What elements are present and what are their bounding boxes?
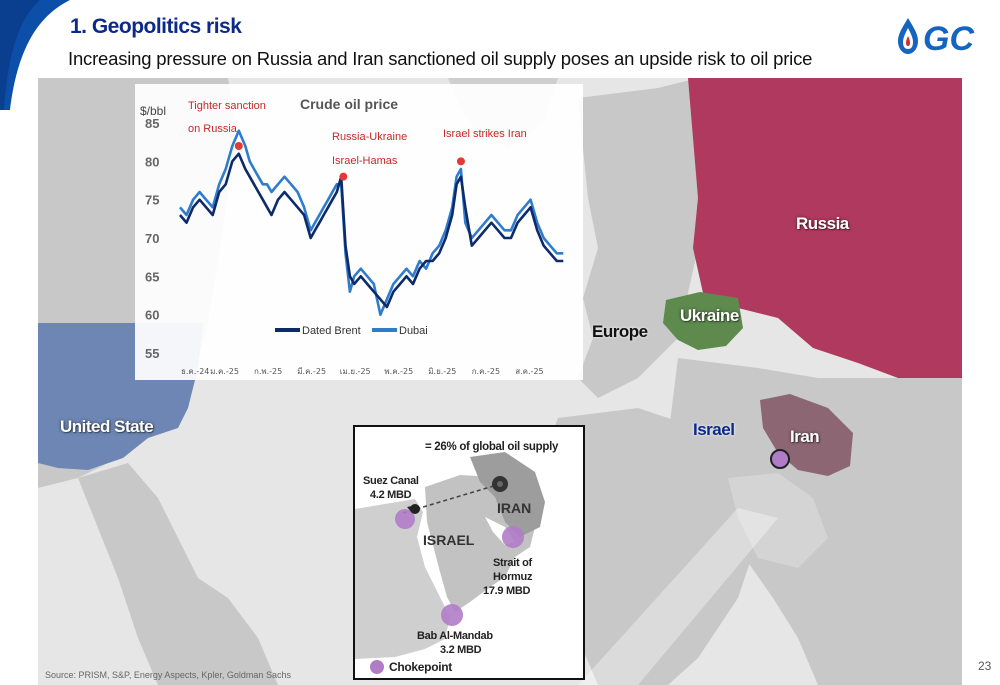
inset-suez-name: Suez Canal [363, 475, 419, 487]
annotation-russia-ukraine: Russia-Ukraine [332, 131, 407, 143]
chart-markers [234, 142, 465, 181]
annotation-israel-hamas: Israel-Hamas [332, 155, 398, 167]
page-number: 23 [978, 659, 992, 673]
y-tick-label: 70 [145, 231, 159, 246]
y-tick-label: 75 [145, 193, 159, 208]
chart-axes: 55 60 65 70 75 80 85 ธ.ค.-24 ม.ค.-25 ก.พ.-25 มี.ค.… [145, 116, 544, 376]
map-arabia [728, 473, 828, 568]
map-africa [538, 408, 758, 685]
event-marker [339, 172, 348, 181]
y-tick-label: 55 [145, 346, 159, 361]
map-ukraine [663, 292, 743, 350]
legend-label-dated-brent: Dated Brent [302, 325, 361, 337]
chart-svg: 55 60 65 70 75 80 85 ธ.ค.-24 ม.ค.-25 ก.พ.-25 มี.ค.… [140, 96, 564, 376]
inset-suez-chokepoint [395, 509, 415, 529]
inset-hormuz-chokepoint [502, 526, 524, 548]
label-europe: Europe [592, 322, 648, 341]
drop-logo-icon [898, 18, 918, 54]
y-tick-label: 60 [145, 308, 159, 323]
inset-suez-volume: 4.2 MBD [370, 489, 412, 501]
inset-hormuz-volume: 17.9 MBD [483, 585, 531, 597]
map-central-america [78, 463, 278, 685]
inset-map [355, 427, 583, 678]
inset-iran-dot-inner [497, 481, 503, 487]
inset-legend-swatch [370, 660, 384, 674]
annotation-tighter-sanction: Tighter sanction [188, 100, 266, 112]
inset-bab-chokepoint [441, 604, 463, 626]
inset-hormuz-name-1: Strait of [493, 557, 532, 569]
logo-text: GC [923, 20, 974, 58]
crude-oil-price-chart: 55 60 65 70 75 80 85 ธ.ค.-24 ม.ค.-25 ก.พ.-25 มี.ค.… [135, 84, 583, 380]
source-note: Source: PRISM, S&P, Energy Aspects, Kple… [45, 670, 291, 680]
label-ukraine: Ukraine [680, 306, 739, 325]
series-line-dated-brent [179, 152, 564, 309]
chart-lines [179, 129, 564, 316]
event-marker [456, 157, 465, 166]
x-tick-label: ส.ค.-25 [515, 367, 543, 376]
x-tick-label: ธ.ค.-24 [181, 367, 209, 376]
annotation-israel-strikes-iran: Israel strikes Iran [443, 128, 527, 140]
chart-ylabel: $/bbl [140, 104, 166, 118]
event-marker [234, 142, 243, 150]
inset-land-africa-left [355, 499, 450, 659]
chokepoint-inset: = 26% of global oil supply Suez Canal 4.… [353, 425, 585, 680]
label-israel: Israel [693, 420, 735, 439]
annotation-on-russia: on Russia [188, 123, 238, 135]
chart-title: Crude oil price [300, 96, 398, 112]
inset-legend-label: Chokepoint [389, 660, 452, 674]
y-tick-label: 65 [145, 269, 159, 284]
x-tick-label: มิ.ย.-25 [428, 367, 456, 376]
map-chokepoint-marker [770, 449, 790, 469]
y-tick-label: 80 [145, 154, 159, 169]
x-tick-label: ก.พ.-25 [254, 367, 282, 376]
x-tick-label: พ.ค.-25 [384, 367, 413, 376]
map-highlight-band [578, 508, 778, 685]
inset-headline: = 26% of global oil supply [425, 441, 559, 453]
series-line-dubai [179, 129, 564, 316]
legend-label-dubai: Dubai [399, 325, 428, 337]
inset-israel-label: ISRAEL [423, 532, 475, 548]
inset-land-iran [470, 452, 545, 537]
corner-swoosh-decoration [0, 0, 70, 110]
page-title: 1. Geopolitics risk [70, 15, 242, 38]
inset-suez-dot [410, 504, 420, 514]
x-tick-label: มี.ค.-25 [297, 367, 326, 376]
label-iran: Iran [790, 427, 820, 446]
x-tick-label: เม.ย.-25 [340, 367, 371, 376]
gc-logo: GC [898, 18, 974, 58]
map-russia [688, 78, 962, 378]
inset-iran-label: IRAN [497, 500, 532, 516]
inset-bab-volume: 3.2 MBD [440, 644, 482, 656]
x-tick-label: ม.ค.-25 [210, 367, 239, 376]
inset-hormuz-name-2: Hormuz [493, 571, 533, 583]
label-russia: Russia [796, 214, 849, 233]
page-subtitle: Increasing pressure on Russia and Iran s… [68, 48, 813, 69]
x-tick-label: ก.ค.-25 [472, 367, 500, 376]
y-tick-label: 85 [145, 116, 159, 131]
inset-bab-name: Bab Al-Mandab [417, 630, 493, 642]
label-united-states: United State [60, 417, 154, 436]
